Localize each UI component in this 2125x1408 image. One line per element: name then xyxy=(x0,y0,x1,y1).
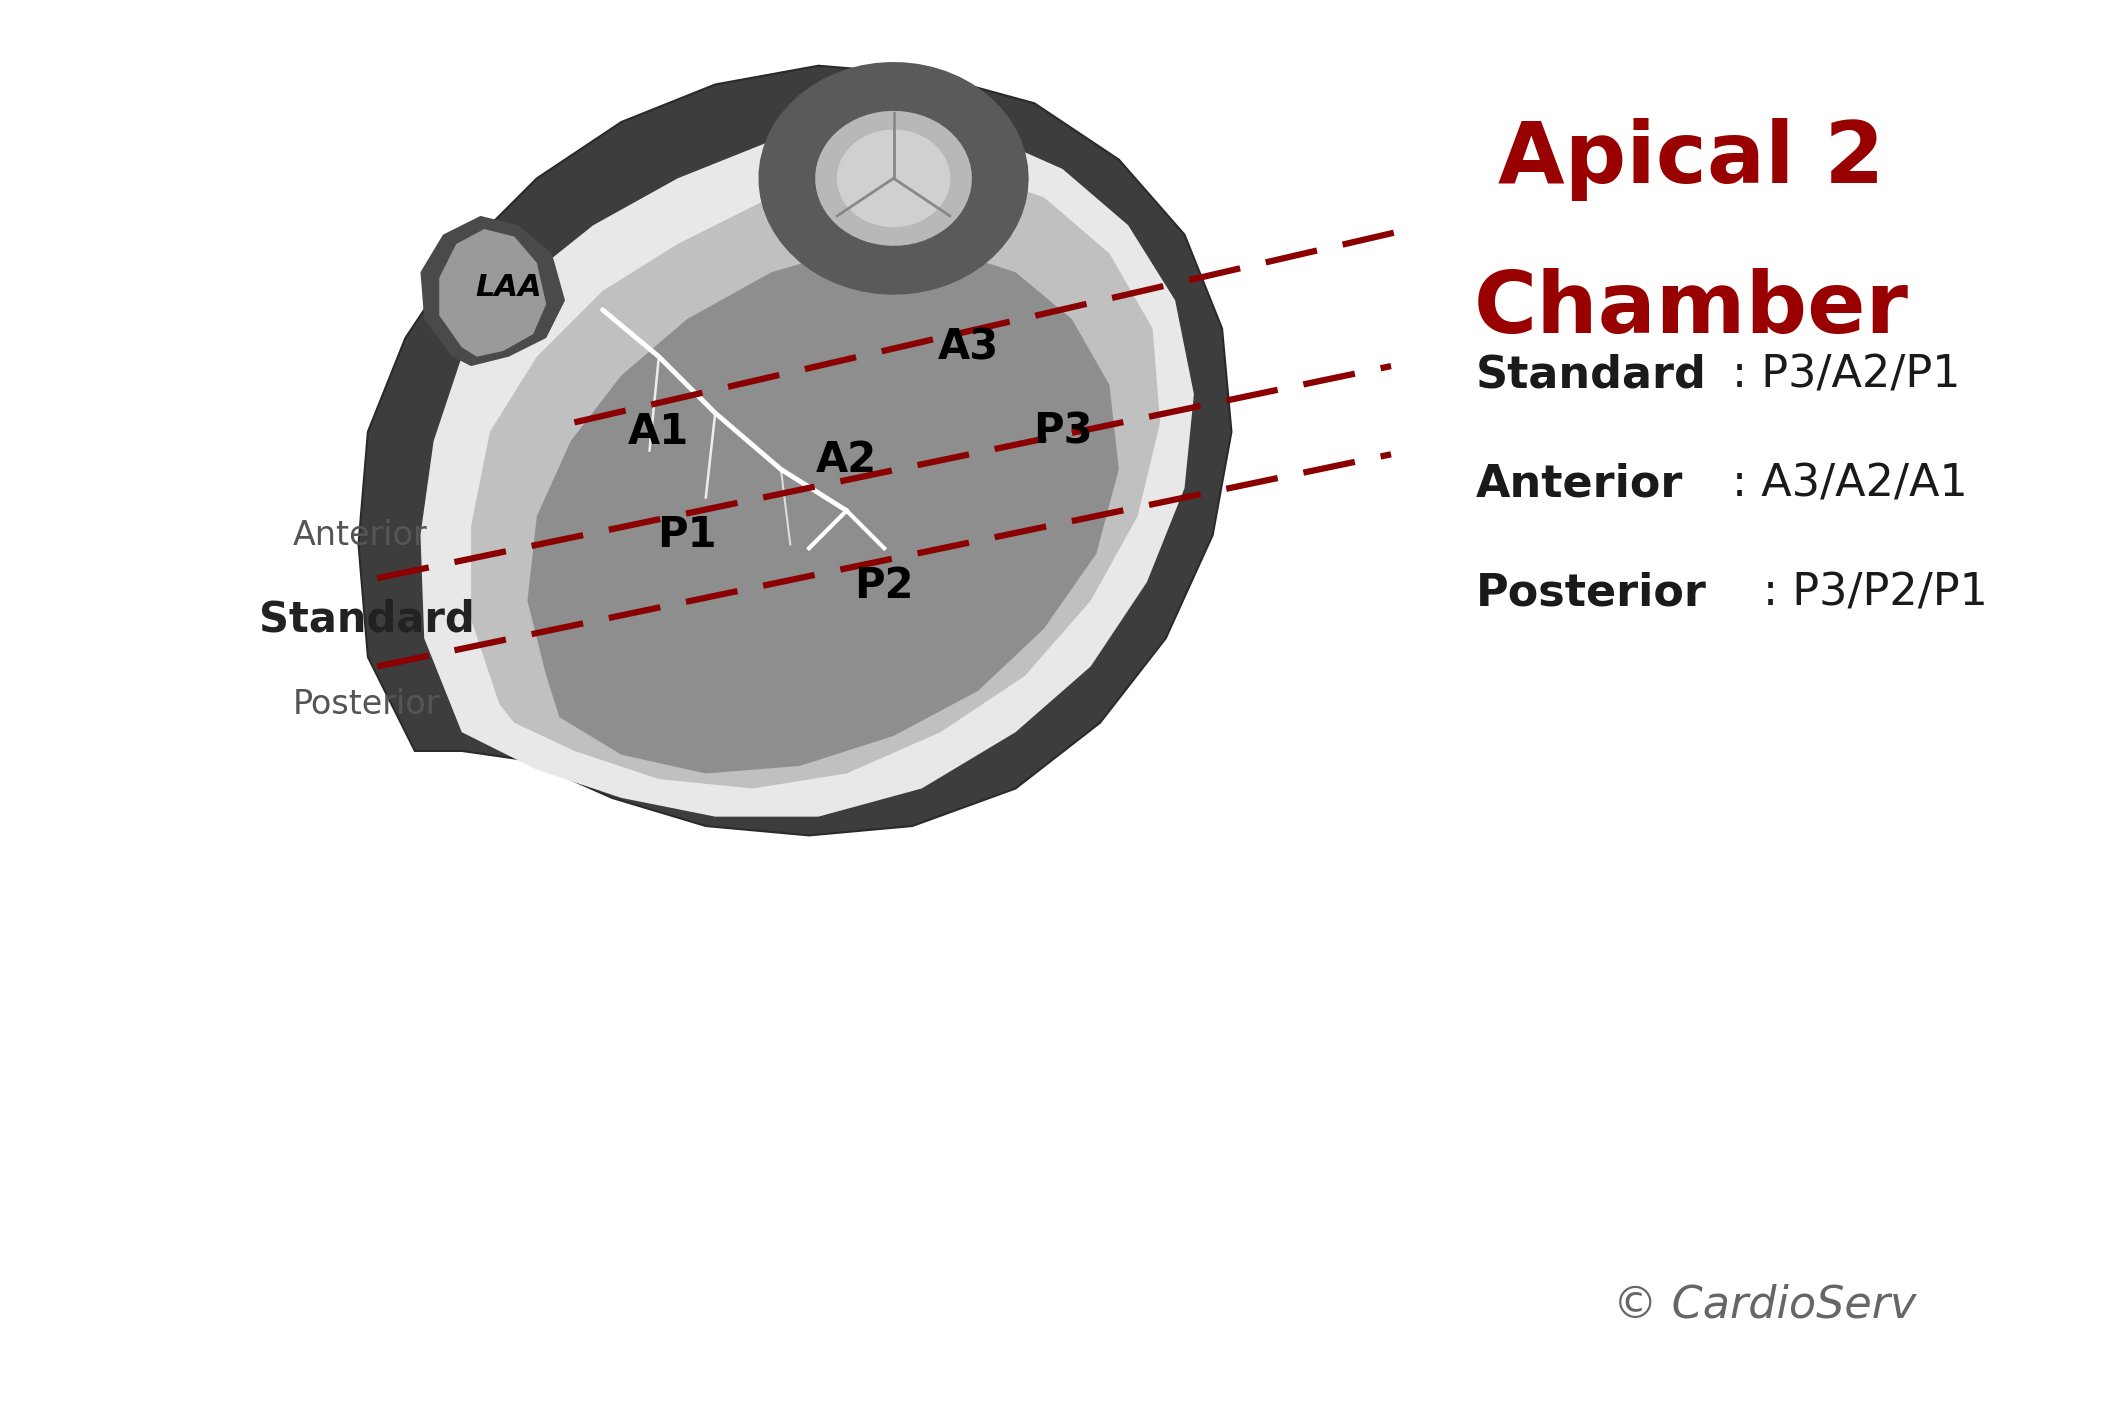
Text: © CardioServ: © CardioServ xyxy=(1613,1283,1917,1326)
Polygon shape xyxy=(472,169,1160,788)
Text: Posterior: Posterior xyxy=(1475,572,1706,615)
Polygon shape xyxy=(359,66,1232,835)
Polygon shape xyxy=(421,122,1194,817)
Text: Chamber: Chamber xyxy=(1475,269,1908,351)
Text: : P3/A2/P1: : P3/A2/P1 xyxy=(1732,353,1959,397)
Text: LAA: LAA xyxy=(476,273,542,301)
Polygon shape xyxy=(837,130,950,227)
Text: A3: A3 xyxy=(937,327,999,369)
Text: Anterior: Anterior xyxy=(293,518,427,552)
Polygon shape xyxy=(421,215,565,366)
Text: : P3/P2/P1: : P3/P2/P1 xyxy=(1764,572,1989,615)
Text: Standard: Standard xyxy=(1475,353,1706,397)
Text: P1: P1 xyxy=(657,514,716,556)
Text: P2: P2 xyxy=(854,565,914,607)
Text: P3: P3 xyxy=(1033,411,1092,453)
Text: Posterior: Posterior xyxy=(293,687,440,721)
Polygon shape xyxy=(759,62,1028,294)
Polygon shape xyxy=(527,248,1120,773)
Polygon shape xyxy=(816,111,971,246)
Polygon shape xyxy=(440,230,546,356)
Text: Apical 2: Apical 2 xyxy=(1498,118,1885,201)
Text: Anterior: Anterior xyxy=(1475,463,1683,505)
Text: A2: A2 xyxy=(816,439,878,482)
Text: A1: A1 xyxy=(629,411,688,453)
Text: Standard: Standard xyxy=(259,598,474,641)
Text: : A3/A2/A1: : A3/A2/A1 xyxy=(1732,463,1968,505)
